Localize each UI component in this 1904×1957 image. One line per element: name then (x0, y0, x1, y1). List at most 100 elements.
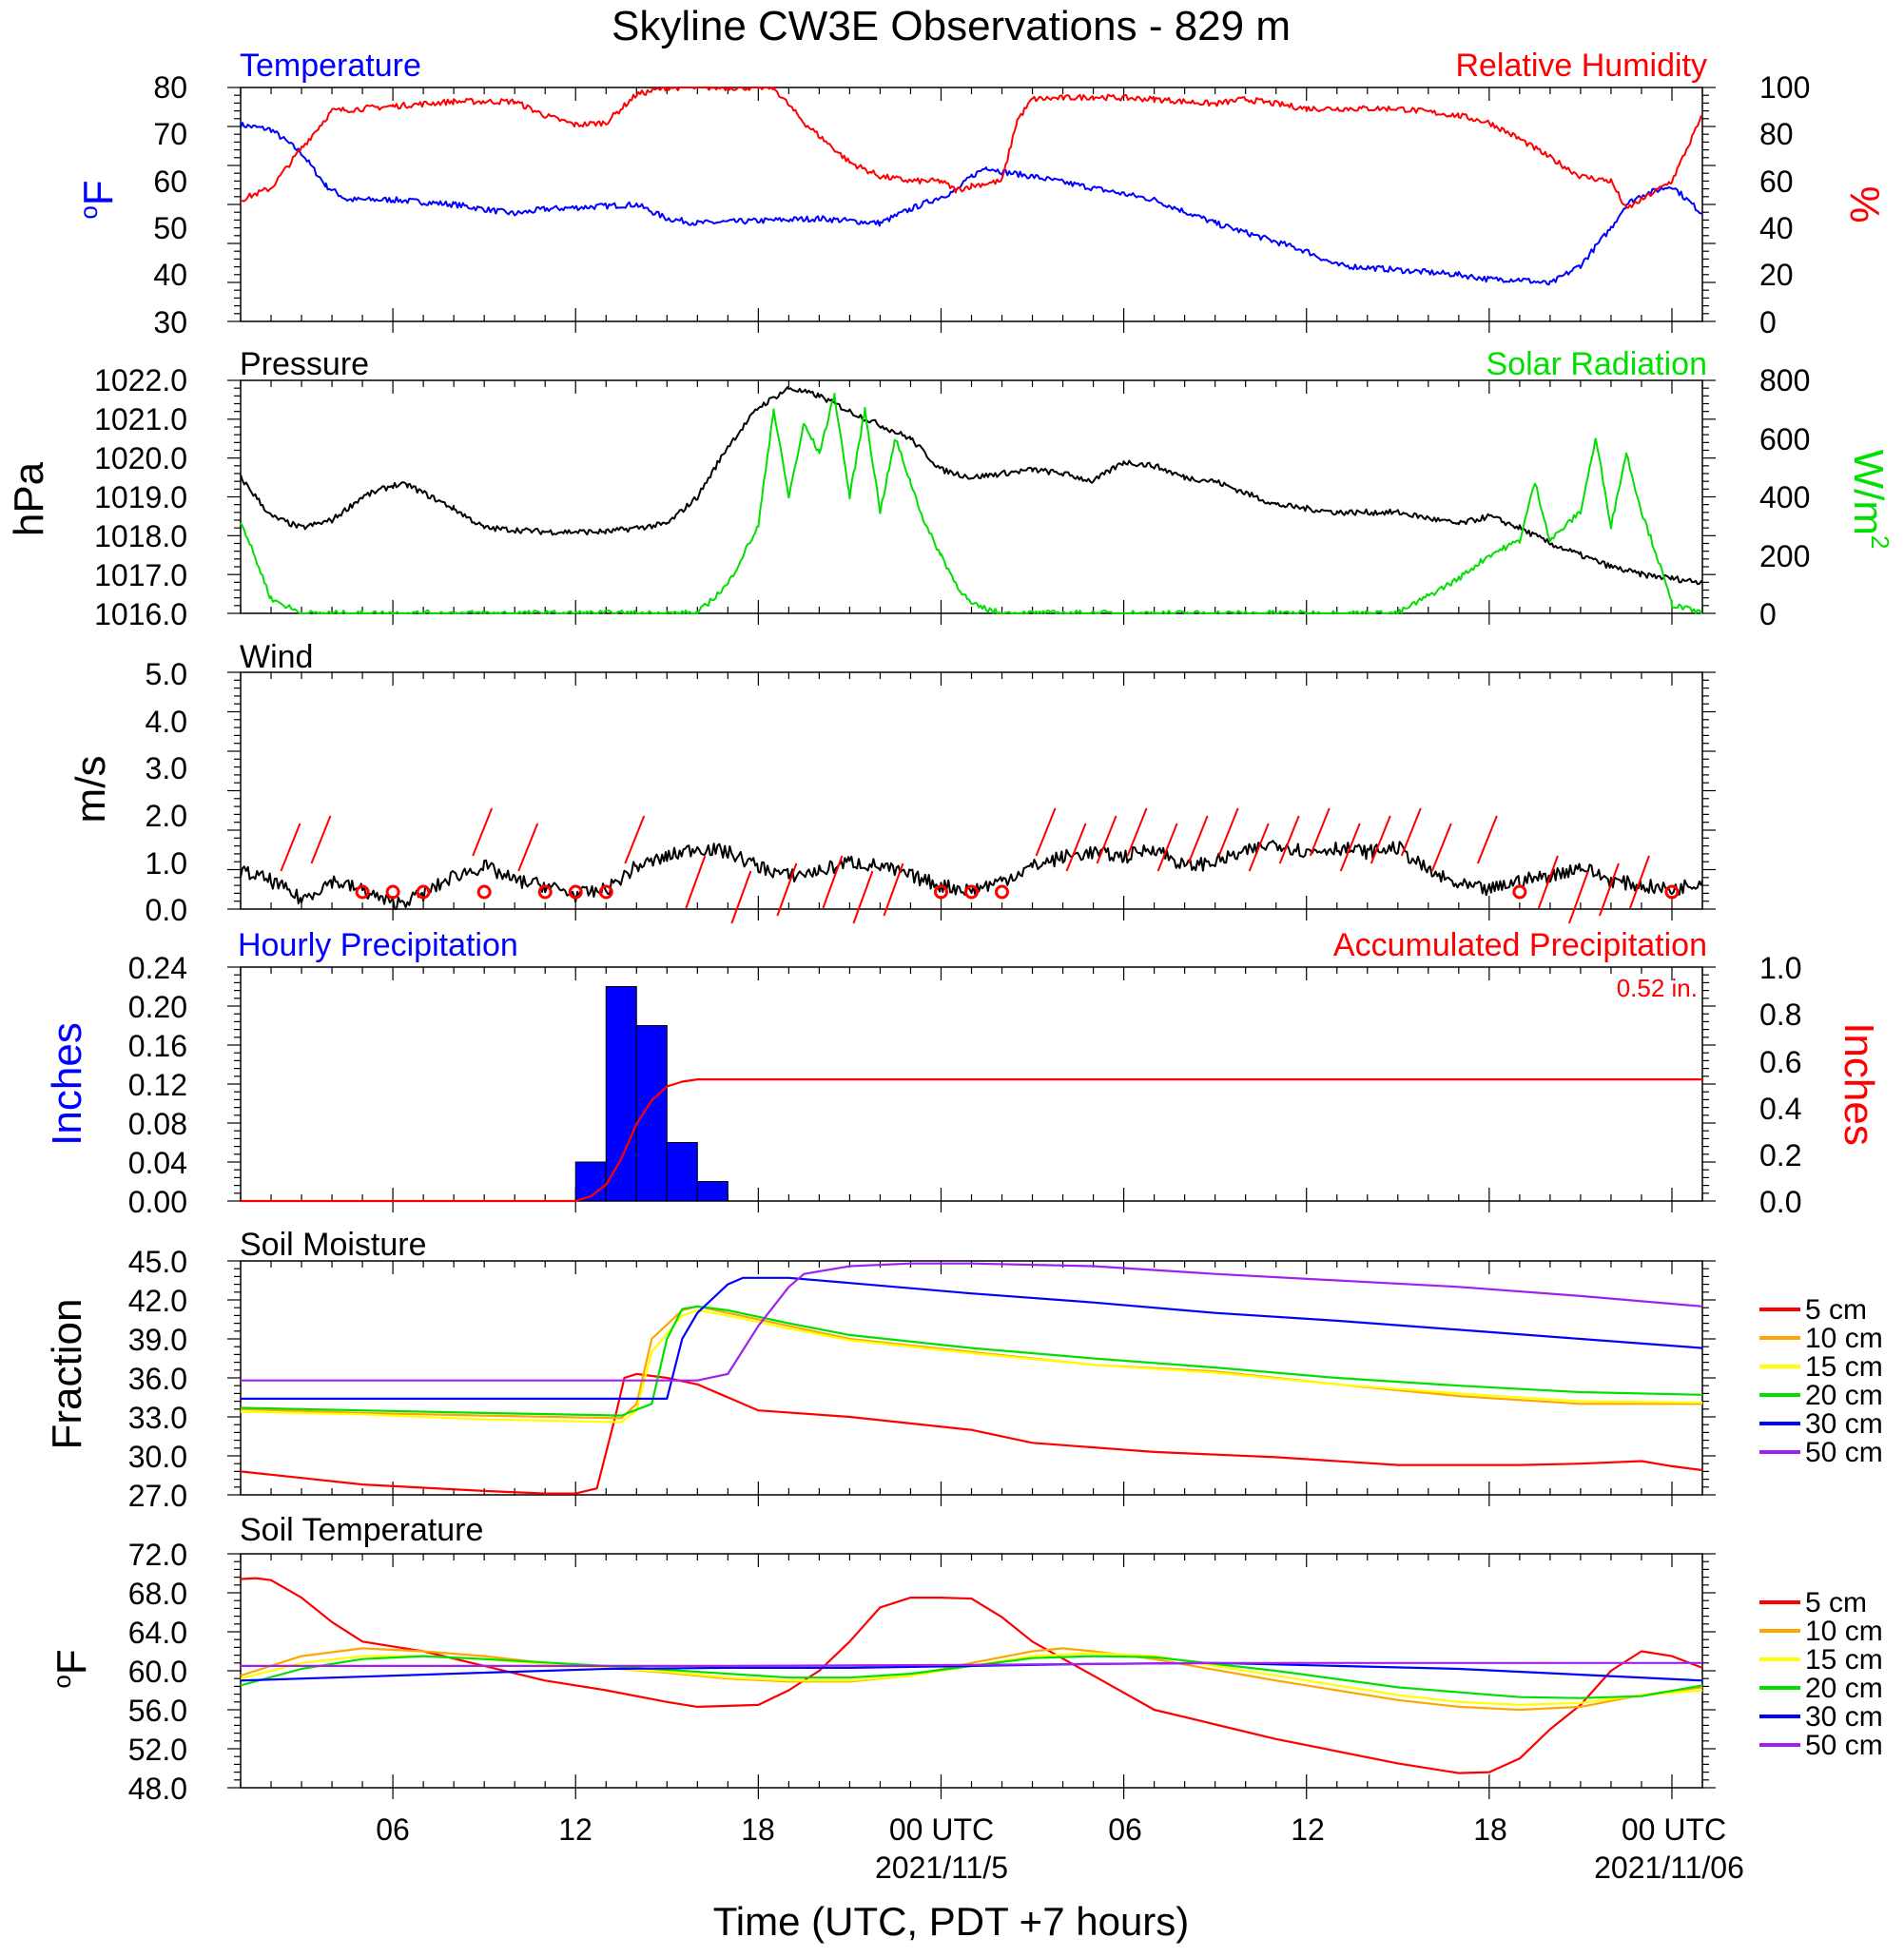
wind-barb (1370, 815, 1391, 864)
precip-total-label: 0.52 in. (1617, 974, 1698, 1002)
x-tick-label: 18 (1473, 1812, 1507, 1847)
tick-label: 39.0 (128, 1323, 187, 1357)
precip-right-ticks: 1.0 0.8 0.6 0.4 0.2 0.0 (1759, 951, 1801, 1219)
unit-letter: F (75, 180, 122, 205)
x-tick-label: 06 (1108, 1812, 1142, 1847)
legend-label: 50 cm (1805, 1437, 1883, 1468)
precip-plot-area (227, 966, 1716, 1212)
legend-label: 15 cm (1805, 1351, 1883, 1383)
solar-right-ticks: 800 600 400 200 0 (1759, 363, 1810, 631)
tick-label: 1022.0 (94, 363, 187, 397)
legend-label: 15 cm (1805, 1644, 1883, 1676)
tick-label: 0 (1759, 305, 1777, 339)
legend-item: 5 cm (1759, 1587, 1867, 1618)
calm-wind-marker (416, 884, 431, 900)
series-line (240, 1577, 1703, 1774)
soil-moisture-plot-area (227, 1260, 1716, 1506)
unit-base: W/m (1845, 450, 1892, 535)
tick-label: 56.0 (128, 1694, 187, 1728)
legend-label: 30 cm (1805, 1701, 1883, 1733)
wind-barb (1278, 815, 1300, 864)
tick-label: 60 (153, 165, 187, 199)
legend-item: 30 cm (1759, 1701, 1883, 1733)
soil-temp-ticks: 72.0 68.0 64.0 60.0 56.0 52.0 48.0 (128, 1538, 187, 1806)
x-axis: 06 12 18 00 UTC 06 12 18 00 UTC 2021/11/… (376, 1812, 1744, 1944)
calm-wind-marker (568, 884, 583, 900)
calm-wind-marker (1512, 884, 1527, 900)
series-line (241, 1276, 1703, 1400)
figure-title: Skyline CW3E Observations - 829 m (612, 3, 1291, 49)
legend-label: 50 cm (1805, 1730, 1883, 1761)
panel-soil-moisture: Soil Moisture 45.0 42.0 39.0 36.0 33.0 3… (44, 1227, 1883, 1513)
wind-unit-label: m/s (68, 756, 114, 823)
soil-temp-legend: 5 cm 10 cm 15 cm 20 cm 30 cm 50 cm (1759, 1587, 1883, 1761)
series-line (240, 1305, 1702, 1420)
precip-right-unit-label: Inches (1836, 1022, 1882, 1146)
calm-wind-marker (537, 884, 553, 900)
tick-label: 52.0 (128, 1733, 187, 1767)
tick-label: 80 (1759, 117, 1794, 151)
tick-label: 72.0 (128, 1538, 187, 1572)
x-date-label: 2021/11/06 (1594, 1850, 1744, 1885)
wind-barb (1156, 823, 1178, 872)
series-line (240, 1647, 1703, 1712)
wind-barb (822, 855, 844, 909)
plot-frame (240, 1260, 1703, 1496)
tick-label: 0.6 (1759, 1045, 1801, 1079)
soil-temp-plot-area (227, 1553, 1716, 1799)
svg-text:W/m2: W/m2 (1845, 450, 1894, 550)
pressure-solar-plot-area (227, 379, 1716, 625)
wind-barb (1400, 807, 1422, 857)
tick-label: 60.0 (128, 1655, 187, 1689)
soil-moisture-legend: 5 cm 10 cm 15 cm 20 cm 30 cm 50 cm (1759, 1294, 1883, 1468)
tick-label: 1019.0 (94, 480, 187, 514)
x-axis-title: Time (UTC, PDT +7 hours) (713, 1899, 1190, 1944)
series-line (241, 1078, 1702, 1203)
legend-label: 5 cm (1805, 1294, 1867, 1326)
wind-barb (1217, 807, 1239, 857)
wind-barb (1126, 807, 1148, 857)
tick-label: 33.0 (128, 1401, 187, 1435)
precip-bar (635, 1025, 668, 1202)
tick-label: 64.0 (128, 1616, 187, 1650)
wind-barbs (280, 807, 1680, 924)
solar-title: Solar Radiation (1486, 346, 1707, 382)
tick-label: 30.0 (128, 1440, 187, 1474)
legend-label: 10 cm (1805, 1616, 1883, 1647)
legend-item: 20 cm (1759, 1380, 1883, 1411)
tick-label: 0.20 (128, 990, 187, 1024)
pressure-left-ticks: 1022.0 1021.0 1020.0 1019.0 1018.0 1017.… (94, 363, 187, 631)
series-line (240, 1305, 1703, 1417)
tick-label: 40 (1759, 211, 1794, 245)
wind-barb (624, 815, 646, 864)
series-line (240, 1372, 1703, 1495)
wind-barb (1096, 815, 1117, 864)
temp-unit-label: oF (74, 180, 122, 219)
temp-rh-plot-area (227, 87, 1716, 333)
legend-item: 50 cm (1759, 1730, 1883, 1761)
legend-label: 5 cm (1805, 1587, 1867, 1618)
precip-bar (666, 1142, 698, 1202)
legend-item: 10 cm (1759, 1616, 1883, 1647)
tick-label: 68.0 (128, 1577, 187, 1611)
tick-label: 0.8 (1759, 998, 1801, 1032)
legend-label: 20 cm (1805, 1673, 1883, 1704)
tick-label: 4.0 (146, 705, 187, 739)
temperature-title: Temperature (240, 48, 421, 84)
wind-barb (472, 807, 494, 857)
legend-label: 10 cm (1805, 1323, 1883, 1354)
legend-item: 20 cm (1759, 1673, 1883, 1704)
tick-label: 48.0 (128, 1772, 187, 1806)
pressure-unit-label: hPa (6, 461, 52, 536)
series-line (240, 840, 1703, 910)
wind-barb (1035, 807, 1057, 857)
calm-wind-marker (995, 884, 1010, 900)
svg-text:oF: oF (74, 180, 122, 219)
tick-label: 1020.0 (94, 441, 187, 475)
wind-barb (883, 862, 904, 917)
wind-barb (776, 862, 798, 917)
tick-label: 27.0 (128, 1479, 187, 1513)
tick-label: 400 (1759, 480, 1810, 514)
series-line (241, 1661, 1702, 1667)
tick-label: 20 (1759, 258, 1794, 292)
